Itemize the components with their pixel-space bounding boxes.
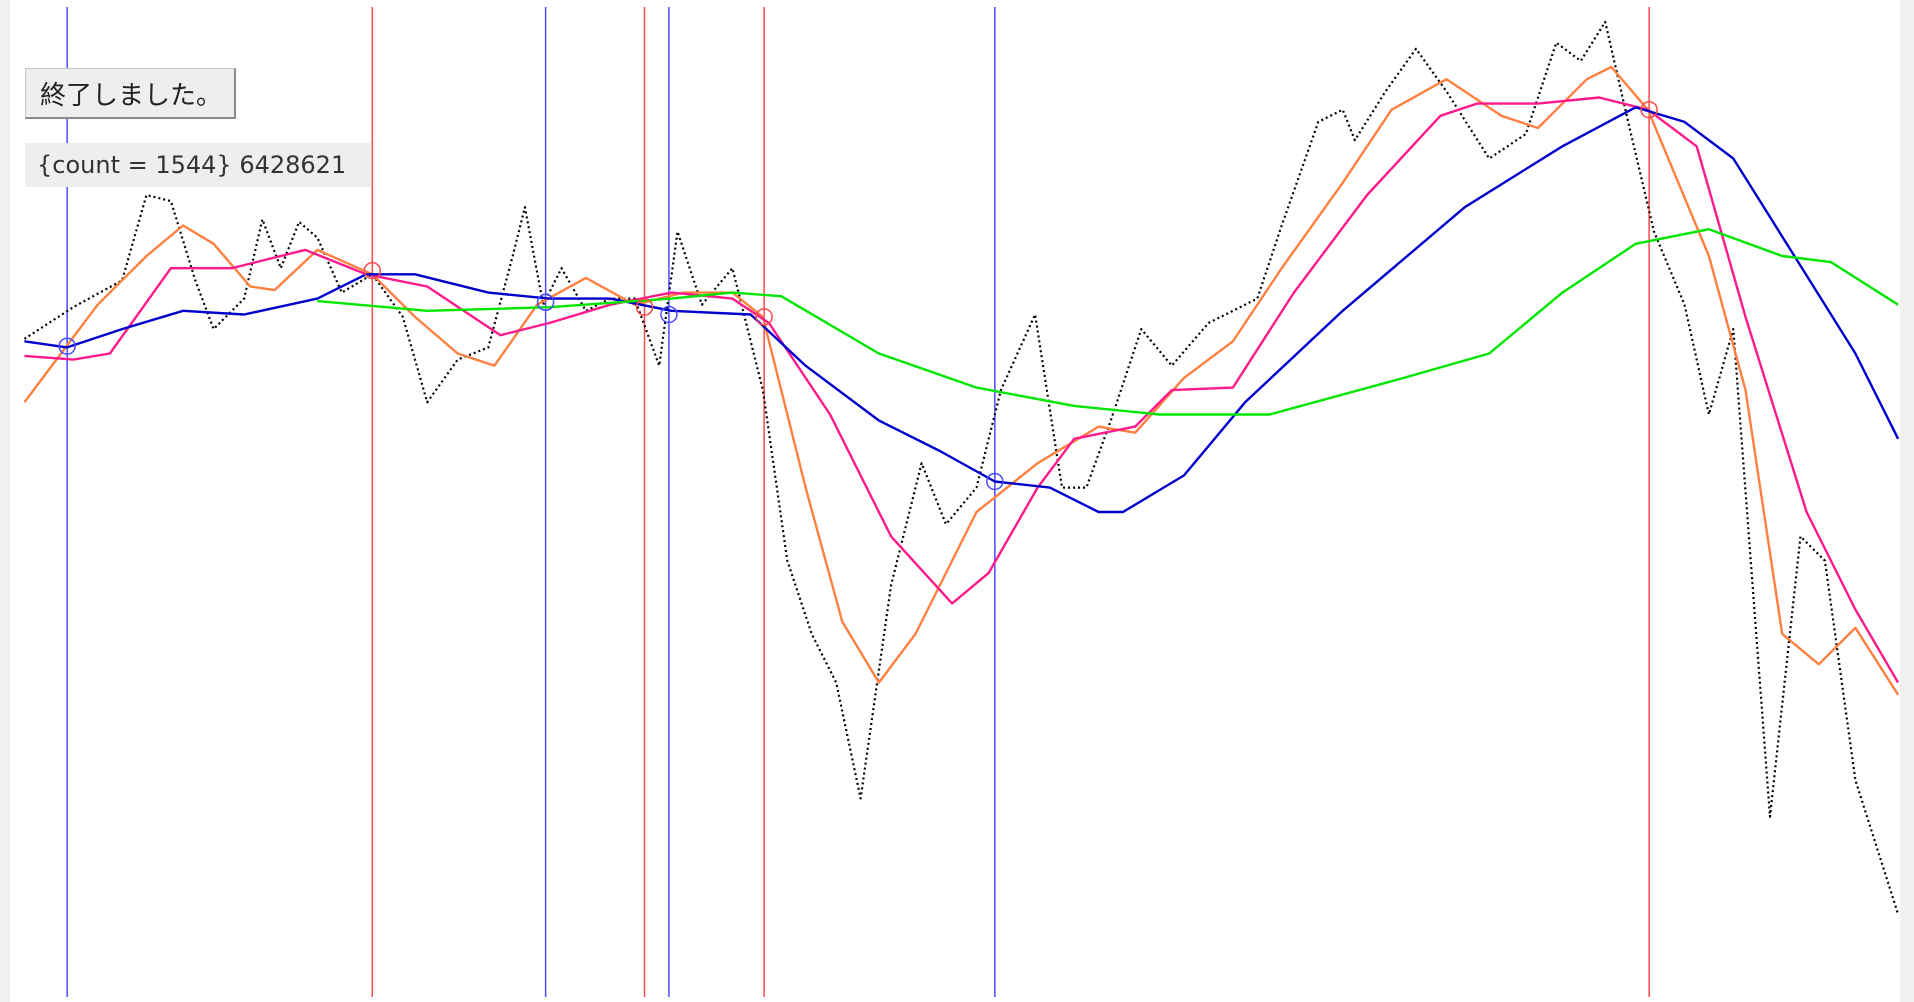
mid-series-line: [24, 96, 1900, 684]
count-info-label: {count = 1544} 6428621: [25, 143, 371, 187]
fast-series-line: [23, 65, 1900, 696]
buy-signal-marker: [660, 305, 678, 324]
buy-signal-marker: [986, 472, 1004, 491]
buy-signal-marker: [536, 293, 555, 312]
long-series-line: [317, 227, 1899, 416]
price-series-line: [23, 20, 1900, 915]
sell-signal-marker: [755, 308, 773, 326]
slow-series-line: [24, 106, 1900, 514]
sell-signal-marker: [635, 298, 654, 316]
sell-signal-marker: [363, 261, 382, 280]
buy-signal-marker: [58, 337, 76, 355]
finished-button[interactable]: 終了しました。: [25, 68, 236, 119]
sell-signal-marker: [1640, 100, 1658, 119]
